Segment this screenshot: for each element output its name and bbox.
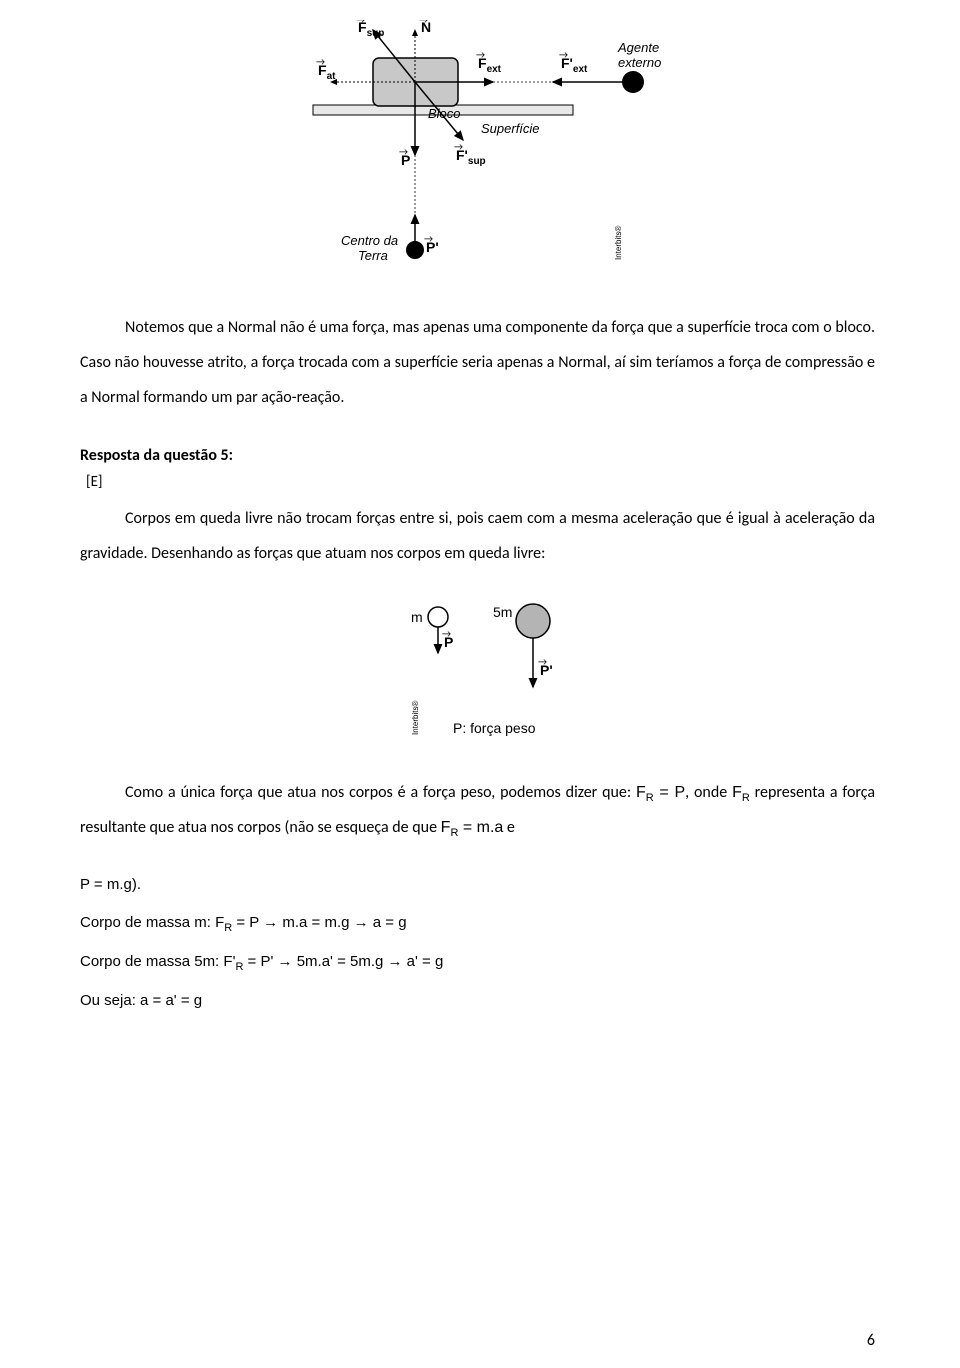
externo-label: externo: [618, 55, 661, 70]
page-number: 6: [867, 1331, 875, 1350]
q5p2-fr1: FR = P: [636, 784, 685, 801]
superficie-label: Superfície: [481, 121, 540, 136]
line-m-a: Corpo de massa m:: [80, 914, 215, 931]
fat-arrow: →: [316, 55, 325, 68]
q5p2-b: , onde: [685, 783, 732, 802]
line-m-formula: FR = P → m.a = m.g → a = g: [215, 914, 407, 931]
n-arrow: →: [419, 20, 428, 26]
fext2-arrow: →: [559, 48, 568, 61]
q5p2-d: e: [503, 818, 515, 837]
agente-label: Agente: [617, 40, 659, 55]
fsup-arrow: →: [356, 20, 365, 26]
line-5m-a: Corpo de massa 5m:: [80, 953, 223, 970]
q5p2-e: ).: [132, 876, 141, 893]
bloco-label: Bloco: [428, 106, 461, 121]
interbits-label: Interbits®: [614, 226, 623, 260]
p-arrow-m: →: [442, 627, 451, 640]
fext-arrow: →: [476, 48, 485, 61]
q5-para1: Corpos em queda livre não trocam forças …: [80, 501, 875, 571]
free-body-diagram: m P → 5m P' → P: força peso Interbits®: [80, 595, 875, 745]
legend-label: P: força peso: [453, 720, 536, 736]
line-ou-a: Ou seja:: [80, 992, 140, 1009]
fsup2-arrow: →: [454, 140, 463, 153]
interbits2-label: Interbits®: [411, 700, 420, 734]
line-5m-formula: F'R = P' → 5m.a' = 5m.g → a' = g: [223, 953, 443, 970]
q5-pmg-line: P = m.g).: [80, 870, 875, 900]
line-ou-b: a = a' = g: [140, 992, 202, 1009]
pmg-formula: P = m.g: [80, 876, 132, 893]
mass-m-circle: [428, 607, 448, 627]
p-arrow: →: [399, 145, 408, 158]
line-ouseja: Ou seja: a = a' = g: [80, 986, 875, 1016]
q5p2-a: Como a única força que atua nos corpos é…: [125, 783, 636, 802]
m-label: m: [411, 609, 423, 625]
q5-para2: Como a única força que atua nos corpos é…: [80, 775, 875, 846]
q5p2-fr3: FR = m.a: [441, 819, 504, 836]
paragraph-1: Notemos que a Normal não é uma força, ma…: [80, 310, 875, 416]
force-diagram-block: Fsup → N → Fat → Fext → F'ext → Agente e…: [80, 20, 875, 280]
line-5m: Corpo de massa 5m: F'R = P' → 5m.a' = 5m…: [80, 947, 875, 978]
diagram2-svg: m P → 5m P' → P: força peso Interbits®: [333, 595, 623, 745]
m5-label: 5m: [493, 604, 512, 620]
p2-arrow: →: [424, 232, 433, 245]
q5-answer-letter: [E]: [86, 473, 875, 491]
diagram1-svg: Fsup → N → Fat → Fext → F'ext → Agente e…: [263, 20, 693, 280]
mass-5m-circle: [516, 604, 550, 638]
centro-label: Centro da: [341, 233, 398, 248]
terra-label: Terra: [358, 248, 388, 263]
q5-heading: Resposta da questão 5:: [80, 446, 875, 465]
p2-arrow-5m: →: [538, 655, 547, 668]
q5p2-fr2: FR: [732, 784, 750, 801]
line-m: Corpo de massa m: FR = P → m.a = m.g → a…: [80, 908, 875, 939]
